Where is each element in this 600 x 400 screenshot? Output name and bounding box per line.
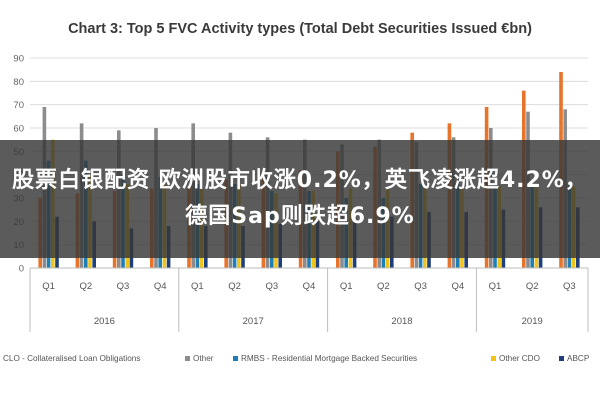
x-tick-label: Q3: [414, 281, 427, 292]
legend-label: CLO - Collateralised Loan Obligations: [3, 354, 140, 363]
x-tick-label: Q1: [42, 281, 55, 292]
x-axis: Q1 Q2 Q3 Q4 Q1 Q2 Q3 Q4 Q1 Q2 Q3 Q4 Q1 Q2 Q3 2016 2017 20…: [29, 267, 589, 332]
legend-label: Other CDO: [499, 354, 540, 363]
year-label: 2019: [522, 316, 543, 327]
legend-swatch: [559, 356, 564, 361]
x-tick-label: Q3: [563, 281, 576, 292]
legend-swatch: [185, 356, 190, 361]
legend-label: RMBS - Residential Mortgage Backed Secur…: [241, 354, 417, 363]
x-tick-label: Q3: [117, 281, 130, 292]
x-tick-label: Q2: [228, 281, 241, 292]
x-tick-label: Q3: [265, 281, 278, 292]
y-tick-label: 70: [13, 100, 24, 111]
x-tick-label: Q2: [79, 281, 92, 292]
legend-label: Other: [193, 354, 214, 363]
legend: CLO - Collateralised Loan Obligations Oth…: [3, 354, 590, 363]
chart-title: Chart 3: Top 5 FVC Activity types (Total…: [68, 21, 532, 37]
news-headline: 股票白银配资 欧洲股市收涨0.2%，英飞凌涨超4.2%，德国Sap则跌超6.9%: [12, 168, 588, 229]
y-tick-label: 0: [19, 264, 24, 275]
year-label: 2018: [391, 316, 412, 327]
y-tick-label: 90: [13, 54, 24, 65]
x-tick-label: Q1: [191, 281, 204, 292]
y-tick-label: 80: [13, 77, 24, 88]
x-tick-label: Q2: [526, 281, 539, 292]
x-tick-label: Q1: [489, 281, 502, 292]
x-tick-label: Q1: [340, 281, 353, 292]
x-tick-label: Q2: [377, 281, 390, 292]
legend-swatch: [491, 356, 496, 361]
y-tick-label: 60: [13, 124, 24, 135]
x-tick-label: Q4: [451, 281, 464, 292]
x-tick-label: Q4: [303, 281, 316, 292]
legend-label: ABCP: [567, 354, 590, 363]
year-label: 2017: [243, 316, 264, 327]
news-overlay-banner: 股票白银配资 欧洲股市收涨0.2%，英飞凌涨超4.2%，德国Sap则跌超6.9%: [0, 140, 600, 258]
year-label: 2016: [94, 316, 115, 327]
x-tick-label: Q4: [154, 281, 167, 292]
legend-swatch: [233, 356, 238, 361]
